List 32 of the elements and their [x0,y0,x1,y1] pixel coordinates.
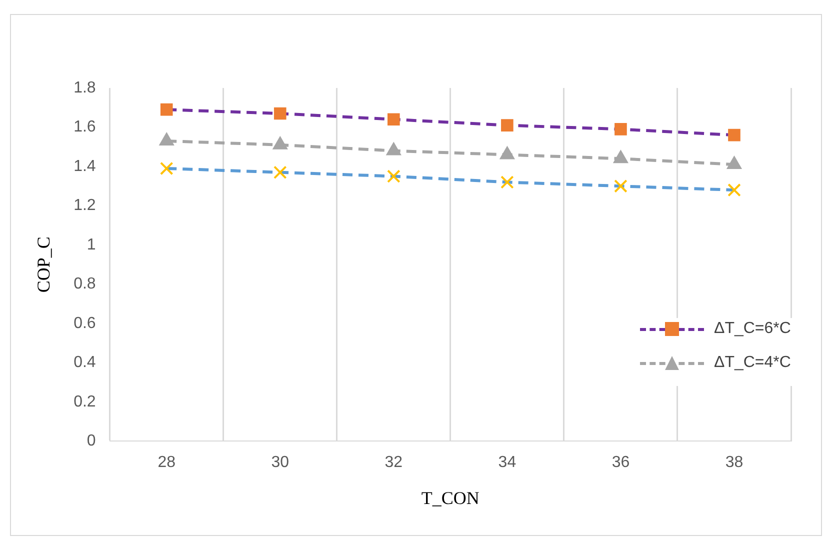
x-axis-title: T_CON [421,488,480,508]
y-tick-label: 1.8 [74,79,96,96]
legend-label: ΔT_C=6*C [714,319,792,339]
x-tick-label: 34 [498,454,516,472]
point [501,119,514,132]
y-tick-label: 1.2 [74,197,96,214]
point [614,179,628,193]
x-tick-label: 32 [384,454,403,472]
point [274,107,286,120]
point [273,166,287,180]
point [614,123,627,136]
x-tick-label: 28 [158,454,176,472]
point [160,162,174,176]
legend-label: ΔT_C=4*C [714,353,792,373]
point [728,128,740,142]
y-tick-label: 0.2 [74,393,96,410]
point [500,176,514,189]
y-tick-label: 0.8 [74,276,96,293]
y-tick-label: 0.6 [74,314,96,332]
point [160,103,173,116]
y-tick-label: 0 [86,432,96,450]
y-axis-title: COP_C [34,236,54,293]
point [388,113,400,126]
y-tick-label: 1.6 [74,118,96,136]
y-tick-label: 1.4 [74,158,96,175]
point [387,170,400,183]
point [728,183,741,197]
x-tick-label: 36 [612,454,630,472]
x-tick-label: 38 [725,454,744,472]
y-tick-label: 0.4 [74,354,96,372]
x-tick-label: 30 [271,454,290,472]
y-tick-label: 1 [86,236,96,254]
